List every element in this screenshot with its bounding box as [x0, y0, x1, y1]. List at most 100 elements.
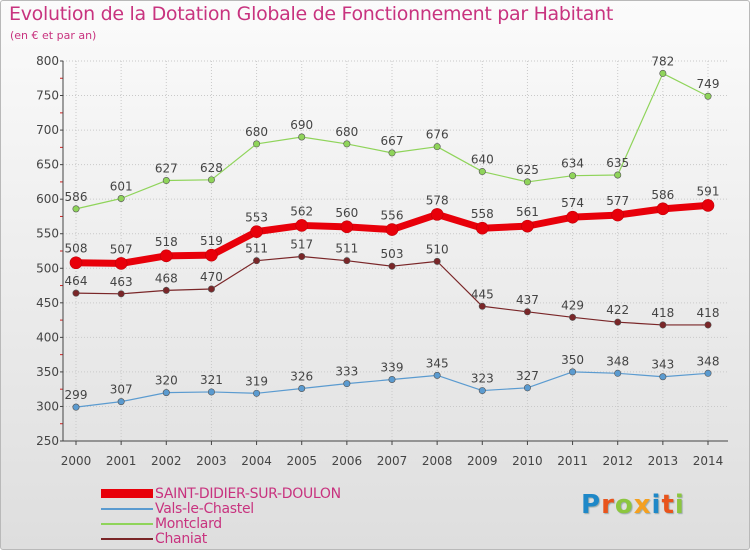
series-point-2 — [569, 172, 577, 180]
legend-label: Montclard — [155, 515, 222, 532]
x-tick-label: 2001 — [106, 454, 137, 468]
series-point-0 — [430, 208, 444, 221]
legend: SAINT-DIDIER-SUR-DOULON Vals-le-Chastel Mo… — [101, 486, 341, 547]
series-point-1 — [207, 388, 215, 396]
x-tick-label: 2011 — [557, 454, 588, 468]
series-point-0 — [69, 256, 83, 270]
series-point-2 — [478, 168, 486, 176]
x-tick-label: 2013 — [648, 454, 679, 468]
series-point-1 — [478, 387, 486, 395]
data-label-2: 690 — [290, 118, 313, 132]
data-label-0: 556 — [381, 209, 404, 223]
y-tick-label: 750 — [36, 89, 59, 103]
series-point-2 — [388, 149, 396, 157]
series-point-3 — [343, 257, 351, 265]
x-tick-label: 2002 — [151, 454, 182, 468]
series-point-0 — [521, 219, 534, 233]
logo-letter: i — [651, 490, 662, 520]
series-point-0 — [475, 221, 489, 235]
proxiti-logo: Proxiti — [581, 490, 685, 520]
data-label-0: 574 — [561, 196, 584, 210]
series-point-0 — [566, 210, 579, 224]
x-tick-label: 2000 — [61, 454, 92, 468]
x-tick-label: 2005 — [286, 454, 317, 468]
data-label-2: 667 — [381, 134, 404, 148]
series-point-0 — [250, 225, 263, 238]
data-label-3: 437 — [516, 293, 539, 307]
series-point-0 — [611, 208, 625, 222]
series-point-0 — [159, 249, 173, 263]
y-tick-label: 500 — [36, 261, 59, 275]
data-label-0: 518 — [155, 235, 178, 249]
data-label-2: 680 — [335, 125, 358, 139]
data-label-2: 680 — [245, 125, 268, 139]
series-point-3 — [569, 313, 577, 321]
x-tick-label: 2008 — [422, 454, 453, 468]
legend-swatch — [101, 507, 153, 510]
legend-item: Montclard — [101, 515, 341, 532]
series-point-0 — [114, 257, 128, 270]
series-point-1 — [162, 389, 170, 397]
data-label-3: 422 — [606, 303, 629, 317]
series-point-2 — [433, 143, 441, 151]
data-label-1: 299 — [65, 388, 88, 402]
series-point-2 — [343, 140, 351, 148]
data-label-1: 333 — [335, 365, 358, 379]
legend-item: Vals-le-Chastel — [101, 501, 341, 517]
data-label-3: 511 — [335, 242, 358, 256]
x-tick-label: 2004 — [241, 454, 272, 468]
series-point-1 — [704, 369, 712, 377]
series-point-3 — [614, 318, 622, 326]
series-point-2 — [523, 178, 531, 186]
data-label-0: 561 — [516, 205, 539, 219]
x-tick-label: 2006 — [332, 454, 363, 468]
series-point-3 — [162, 286, 170, 294]
data-label-1: 343 — [651, 358, 674, 372]
data-label-3: 468 — [155, 271, 178, 285]
data-label-1: 327 — [516, 369, 539, 383]
series-point-1 — [253, 389, 261, 397]
logo-letter: P — [581, 490, 602, 520]
y-tick-label: 350 — [36, 365, 59, 379]
series-point-3 — [72, 289, 80, 297]
series-point-2 — [614, 171, 622, 179]
data-label-2: 635 — [606, 156, 629, 170]
legend-item: SAINT-DIDIER-SUR-DOULON — [101, 486, 341, 502]
series-point-0 — [205, 248, 218, 262]
series-point-0 — [385, 223, 399, 236]
data-label-0: 508 — [65, 242, 88, 256]
y-tick-label: 700 — [36, 123, 59, 137]
legend-item: Chaniat — [101, 531, 341, 547]
series-point-2 — [162, 177, 170, 185]
series-point-0 — [656, 202, 670, 216]
data-label-0: 560 — [335, 206, 358, 220]
data-label-1: 348 — [697, 354, 720, 368]
data-label-1: 345 — [426, 356, 449, 370]
series-point-3 — [704, 321, 712, 329]
x-tick-label: 2007 — [377, 454, 408, 468]
series-point-0 — [295, 219, 309, 232]
series-point-3 — [433, 257, 441, 265]
data-label-0: 577 — [606, 194, 629, 208]
series-point-1 — [569, 368, 577, 376]
series-point-3 — [253, 257, 261, 265]
data-label-3: 464 — [65, 274, 88, 288]
logo-letter: o — [614, 490, 634, 520]
series-point-3 — [523, 308, 531, 316]
data-label-0: 578 — [426, 193, 449, 207]
data-label-1: 348 — [606, 354, 629, 368]
series-point-1 — [523, 384, 531, 392]
series-point-1 — [659, 373, 667, 381]
series-point-0 — [340, 220, 354, 234]
series-point-3 — [117, 290, 125, 298]
x-tick-label: 2010 — [512, 454, 543, 468]
logo-letter: t — [661, 490, 675, 520]
y-tick-label: 450 — [36, 296, 59, 310]
logo-letter: x — [633, 490, 652, 520]
data-label-1: 323 — [471, 372, 494, 386]
data-label-2: 676 — [426, 128, 449, 142]
logo-letter: i — [674, 490, 685, 520]
data-label-0: 591 — [697, 184, 720, 198]
data-label-3: 511 — [245, 242, 268, 256]
